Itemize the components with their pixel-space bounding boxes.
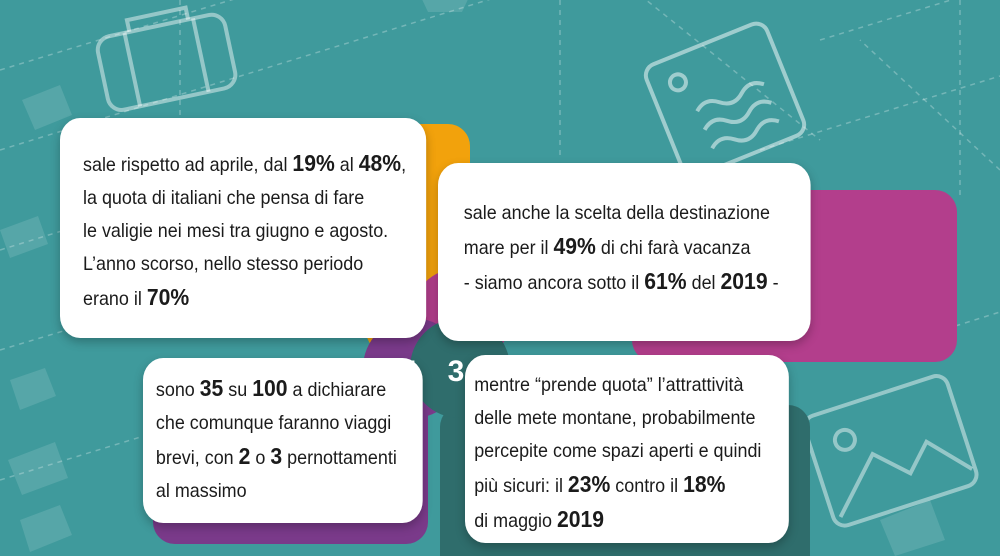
text-run: sale anche la scelta della destinazione — [463, 202, 770, 224]
text-run: più sicuri: il — [474, 475, 568, 497]
highlight-value: 19% — [292, 150, 335, 176]
text-run: su — [223, 379, 253, 401]
text-run: al — [334, 154, 359, 176]
text-run: o — [250, 447, 271, 469]
text-run: pernottamenti — [282, 447, 397, 469]
text-run: le valigie nei mesi tra giugno e agosto. — [83, 220, 389, 242]
text-run: sale rispetto ad aprile, dal — [83, 154, 293, 176]
text-run: al massimo — [155, 480, 247, 502]
text-run: contro il — [610, 475, 684, 497]
card-line: di maggio 2019 — [474, 503, 789, 538]
card-2: sale anche la scelta della destinazione m… — [438, 163, 811, 341]
card-line: sono 35 su 100 a dichiarare — [156, 372, 423, 407]
highlight-value: 2019 — [556, 506, 605, 532]
card-4: sono 35 su 100 a dichiarare che comunque … — [143, 358, 423, 523]
highlight-value: 2 — [238, 443, 251, 469]
card-3-text: mentre “prende quota” l’attrattività dell… — [474, 369, 789, 538]
photo-icon — [802, 374, 979, 528]
highlight-value: 49% — [553, 233, 596, 259]
text-run: L’anno scorso, nello stesso periodo — [83, 253, 364, 275]
text-run: sono — [155, 379, 200, 401]
highlight-value: 70% — [146, 284, 190, 310]
text-run: del — [686, 272, 721, 294]
card-3: mentre “prende quota” l’attrattività dell… — [465, 355, 789, 543]
card-line: mentre “prende quota” l’attrattività — [474, 369, 789, 402]
text-run: brevi, con — [155, 447, 239, 469]
text-run: , — [401, 154, 407, 176]
card-1-text: sale rispetto ad aprile, dal 19% al 48%,… — [83, 147, 426, 316]
card-line: - siamo ancora sotto il 61% del 2019 - — [464, 265, 811, 300]
highlight-value: 23% — [567, 471, 611, 497]
text-run: la quota di italiani che pensa di fare — [83, 187, 365, 209]
text-run: che comunque faranno viaggi — [155, 412, 392, 434]
card-line: sale anche la scelta della destinazione — [464, 197, 811, 230]
highlight-value: 3 — [270, 443, 283, 469]
card-line: L’anno scorso, nello stesso periodo — [83, 248, 426, 281]
card-line: percepite come spazi aperti e quindi — [474, 435, 789, 468]
text-run: - — [767, 272, 779, 294]
text-run: a dichiarare — [287, 379, 387, 401]
highlight-value: 61% — [644, 268, 687, 294]
badge-2-number: 2 — [443, 302, 461, 335]
text-run: mare per il — [463, 237, 554, 259]
card-line: mare per il 49% di chi farà vacanza — [464, 230, 811, 265]
text-run: mentre “prende quota” l’attrattività — [474, 374, 744, 396]
card-line: delle mete montane, probabilmente — [474, 402, 789, 435]
text-run: di maggio — [474, 510, 557, 532]
text-run: percepite come spazi aperti e quindi — [474, 440, 762, 462]
card-line: erano il 70% — [83, 281, 426, 316]
card-4-text: sono 35 su 100 a dichiarare che comunque … — [156, 372, 423, 508]
card-1: sale rispetto ad aprile, dal 19% al 48%,… — [60, 118, 427, 338]
card-line: che comunque faranno viaggi — [156, 407, 423, 440]
highlight-value: 100 — [252, 375, 288, 401]
badge-1-number: 1 — [400, 302, 418, 335]
text-run: - siamo ancora sotto il — [463, 272, 645, 294]
card-line: più sicuri: il 23% contro il 18% — [474, 468, 789, 503]
text-run: erano il — [83, 288, 147, 310]
badge-4-number: 4 — [400, 355, 418, 388]
card-line: la quota di italiani che pensa di fare — [83, 182, 426, 215]
card-line: sale rispetto ad aprile, dal 19% al 48%, — [83, 147, 426, 182]
badge-3-number: 3 — [447, 355, 465, 388]
highlight-value: 48% — [358, 150, 402, 176]
suitcase-icon — [95, 5, 238, 112]
beach-towel-icon — [643, 21, 807, 179]
grid-squares-decoration — [0, 0, 945, 556]
highlight-value: 18% — [683, 471, 726, 497]
card-line: le valigie nei mesi tra giugno e agosto. — [83, 215, 426, 248]
card-line: brevi, con 2 o 3 pernottamenti — [156, 440, 423, 475]
text-run: di chi farà vacanza — [595, 237, 751, 259]
text-run: delle mete montane, probabilmente — [474, 407, 756, 429]
highlight-value: 2019 — [720, 268, 768, 294]
highlight-value: 35 — [199, 375, 224, 401]
card-line: al massimo — [156, 475, 423, 508]
card-2-text: sale anche la scelta della destinazione m… — [464, 197, 811, 300]
